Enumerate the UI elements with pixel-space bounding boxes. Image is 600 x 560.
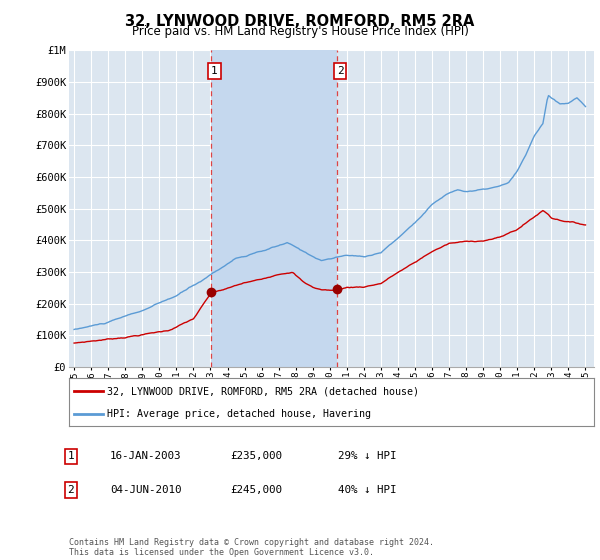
Text: Price paid vs. HM Land Registry's House Price Index (HPI): Price paid vs. HM Land Registry's House … bbox=[131, 25, 469, 38]
Text: 2: 2 bbox=[337, 66, 344, 76]
Text: 2: 2 bbox=[67, 485, 74, 495]
Text: 29% ↓ HPI: 29% ↓ HPI bbox=[338, 451, 396, 461]
Text: 1: 1 bbox=[211, 66, 218, 76]
Text: 32, LYNWOOD DRIVE, ROMFORD, RM5 2RA: 32, LYNWOOD DRIVE, ROMFORD, RM5 2RA bbox=[125, 14, 475, 29]
Text: 40% ↓ HPI: 40% ↓ HPI bbox=[338, 485, 396, 495]
Text: 04-JUN-2010: 04-JUN-2010 bbox=[110, 485, 181, 495]
Text: HPI: Average price, detached house, Havering: HPI: Average price, detached house, Have… bbox=[107, 409, 371, 419]
Bar bbox=[211, 50, 337, 367]
Text: 1: 1 bbox=[67, 451, 74, 461]
Text: 32, LYNWOOD DRIVE, ROMFORD, RM5 2RA (detached house): 32, LYNWOOD DRIVE, ROMFORD, RM5 2RA (det… bbox=[107, 386, 419, 396]
Text: Contains HM Land Registry data © Crown copyright and database right 2024.
This d: Contains HM Land Registry data © Crown c… bbox=[69, 538, 434, 557]
Text: £245,000: £245,000 bbox=[230, 485, 282, 495]
Text: £235,000: £235,000 bbox=[230, 451, 282, 461]
Text: 16-JAN-2003: 16-JAN-2003 bbox=[110, 451, 181, 461]
